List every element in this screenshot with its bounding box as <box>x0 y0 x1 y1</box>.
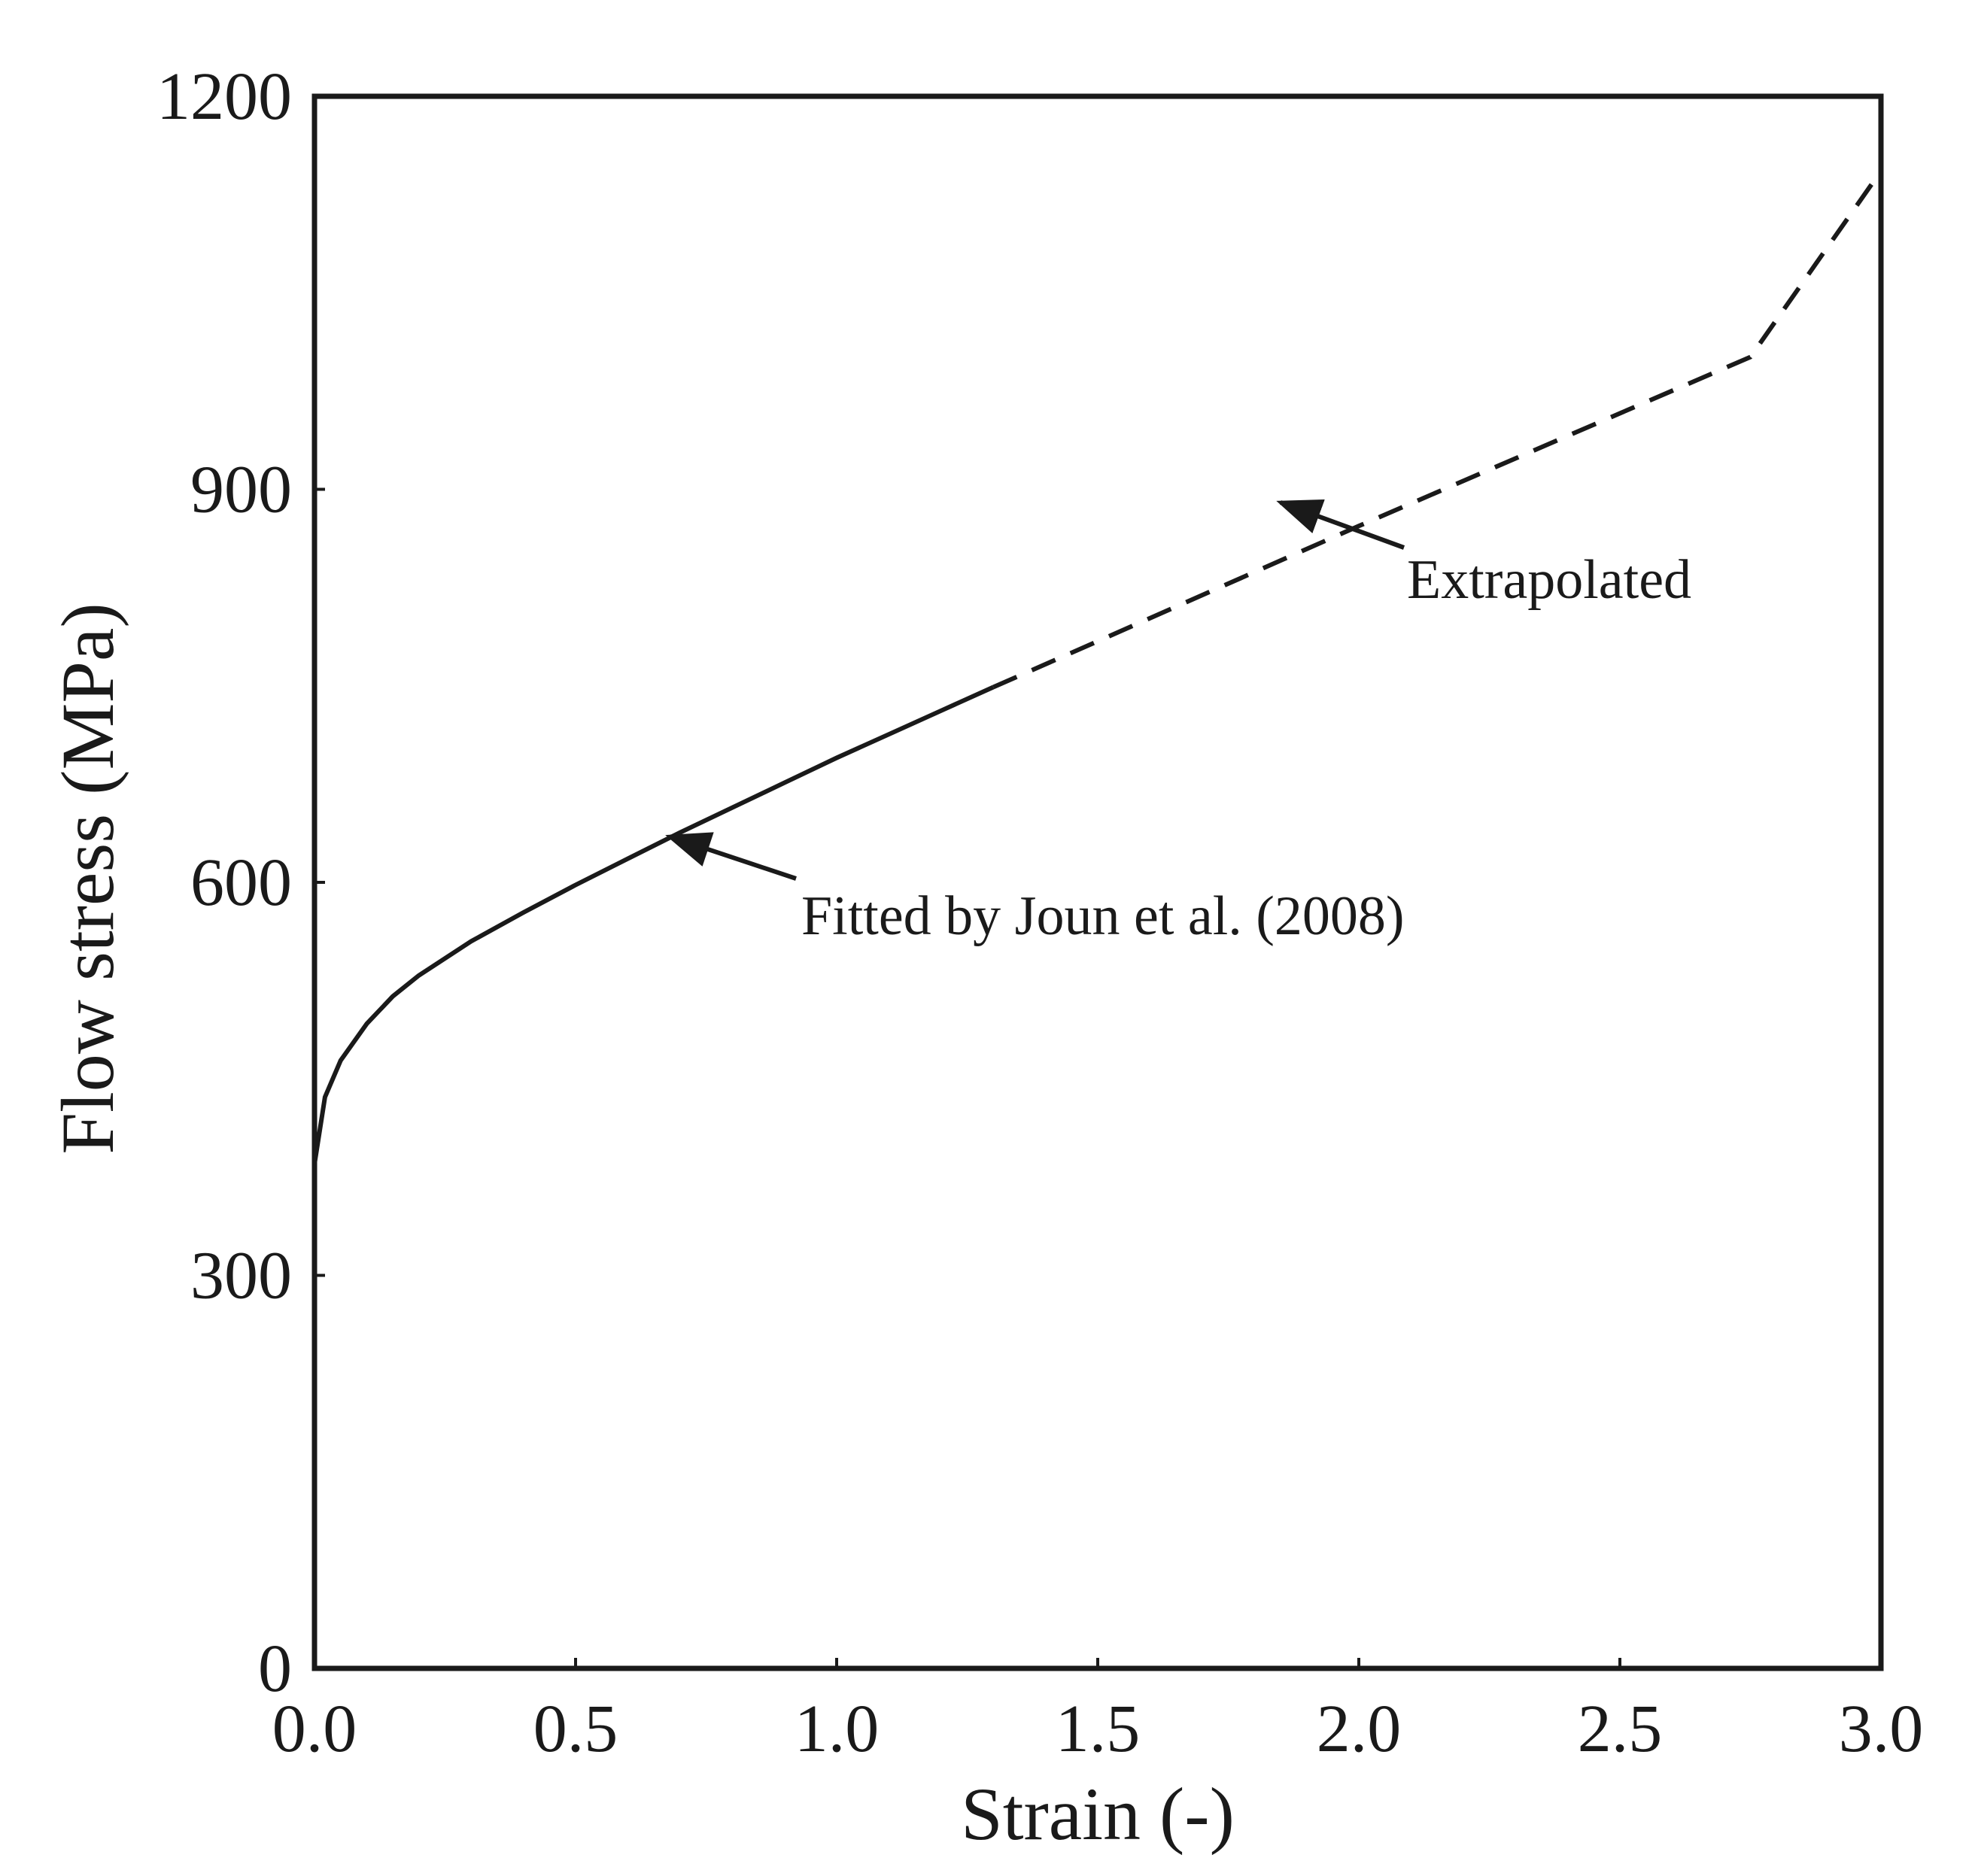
fitted-arrow <box>665 832 797 881</box>
x-tick-label: 0.0 <box>272 1692 357 1766</box>
y-axis-title: Flow stress (MPa) <box>46 603 129 1154</box>
extrapolated-annotation-label: Extrapolated <box>1407 549 1691 611</box>
y-tick-label: 600 <box>190 845 292 920</box>
extrapolated-arrow <box>1276 499 1405 550</box>
fitted-annotation-label: Fitted by Joun et al. (2008) <box>801 885 1405 947</box>
plot-frame <box>311 93 1884 1671</box>
x-tick-label: 3.0 <box>1839 1692 1924 1766</box>
x-axis-title: Strain (-) <box>961 1772 1235 1856</box>
y-tick-label: 900 <box>190 453 292 527</box>
x-tick-label: 1.0 <box>795 1692 880 1766</box>
fitted-curve <box>312 685 995 1164</box>
x-tick-label: 2.5 <box>1578 1692 1663 1766</box>
extrapolated-curve <box>992 169 1883 690</box>
y-tick-label: 1200 <box>156 59 292 134</box>
x-tick-label: 0.5 <box>533 1692 618 1766</box>
y-tick-label: 300 <box>190 1239 292 1313</box>
x-tick-label: 1.5 <box>1056 1692 1141 1766</box>
y-tick-label: 0 <box>258 1632 292 1706</box>
x-tick-label: 2.0 <box>1317 1692 1402 1766</box>
